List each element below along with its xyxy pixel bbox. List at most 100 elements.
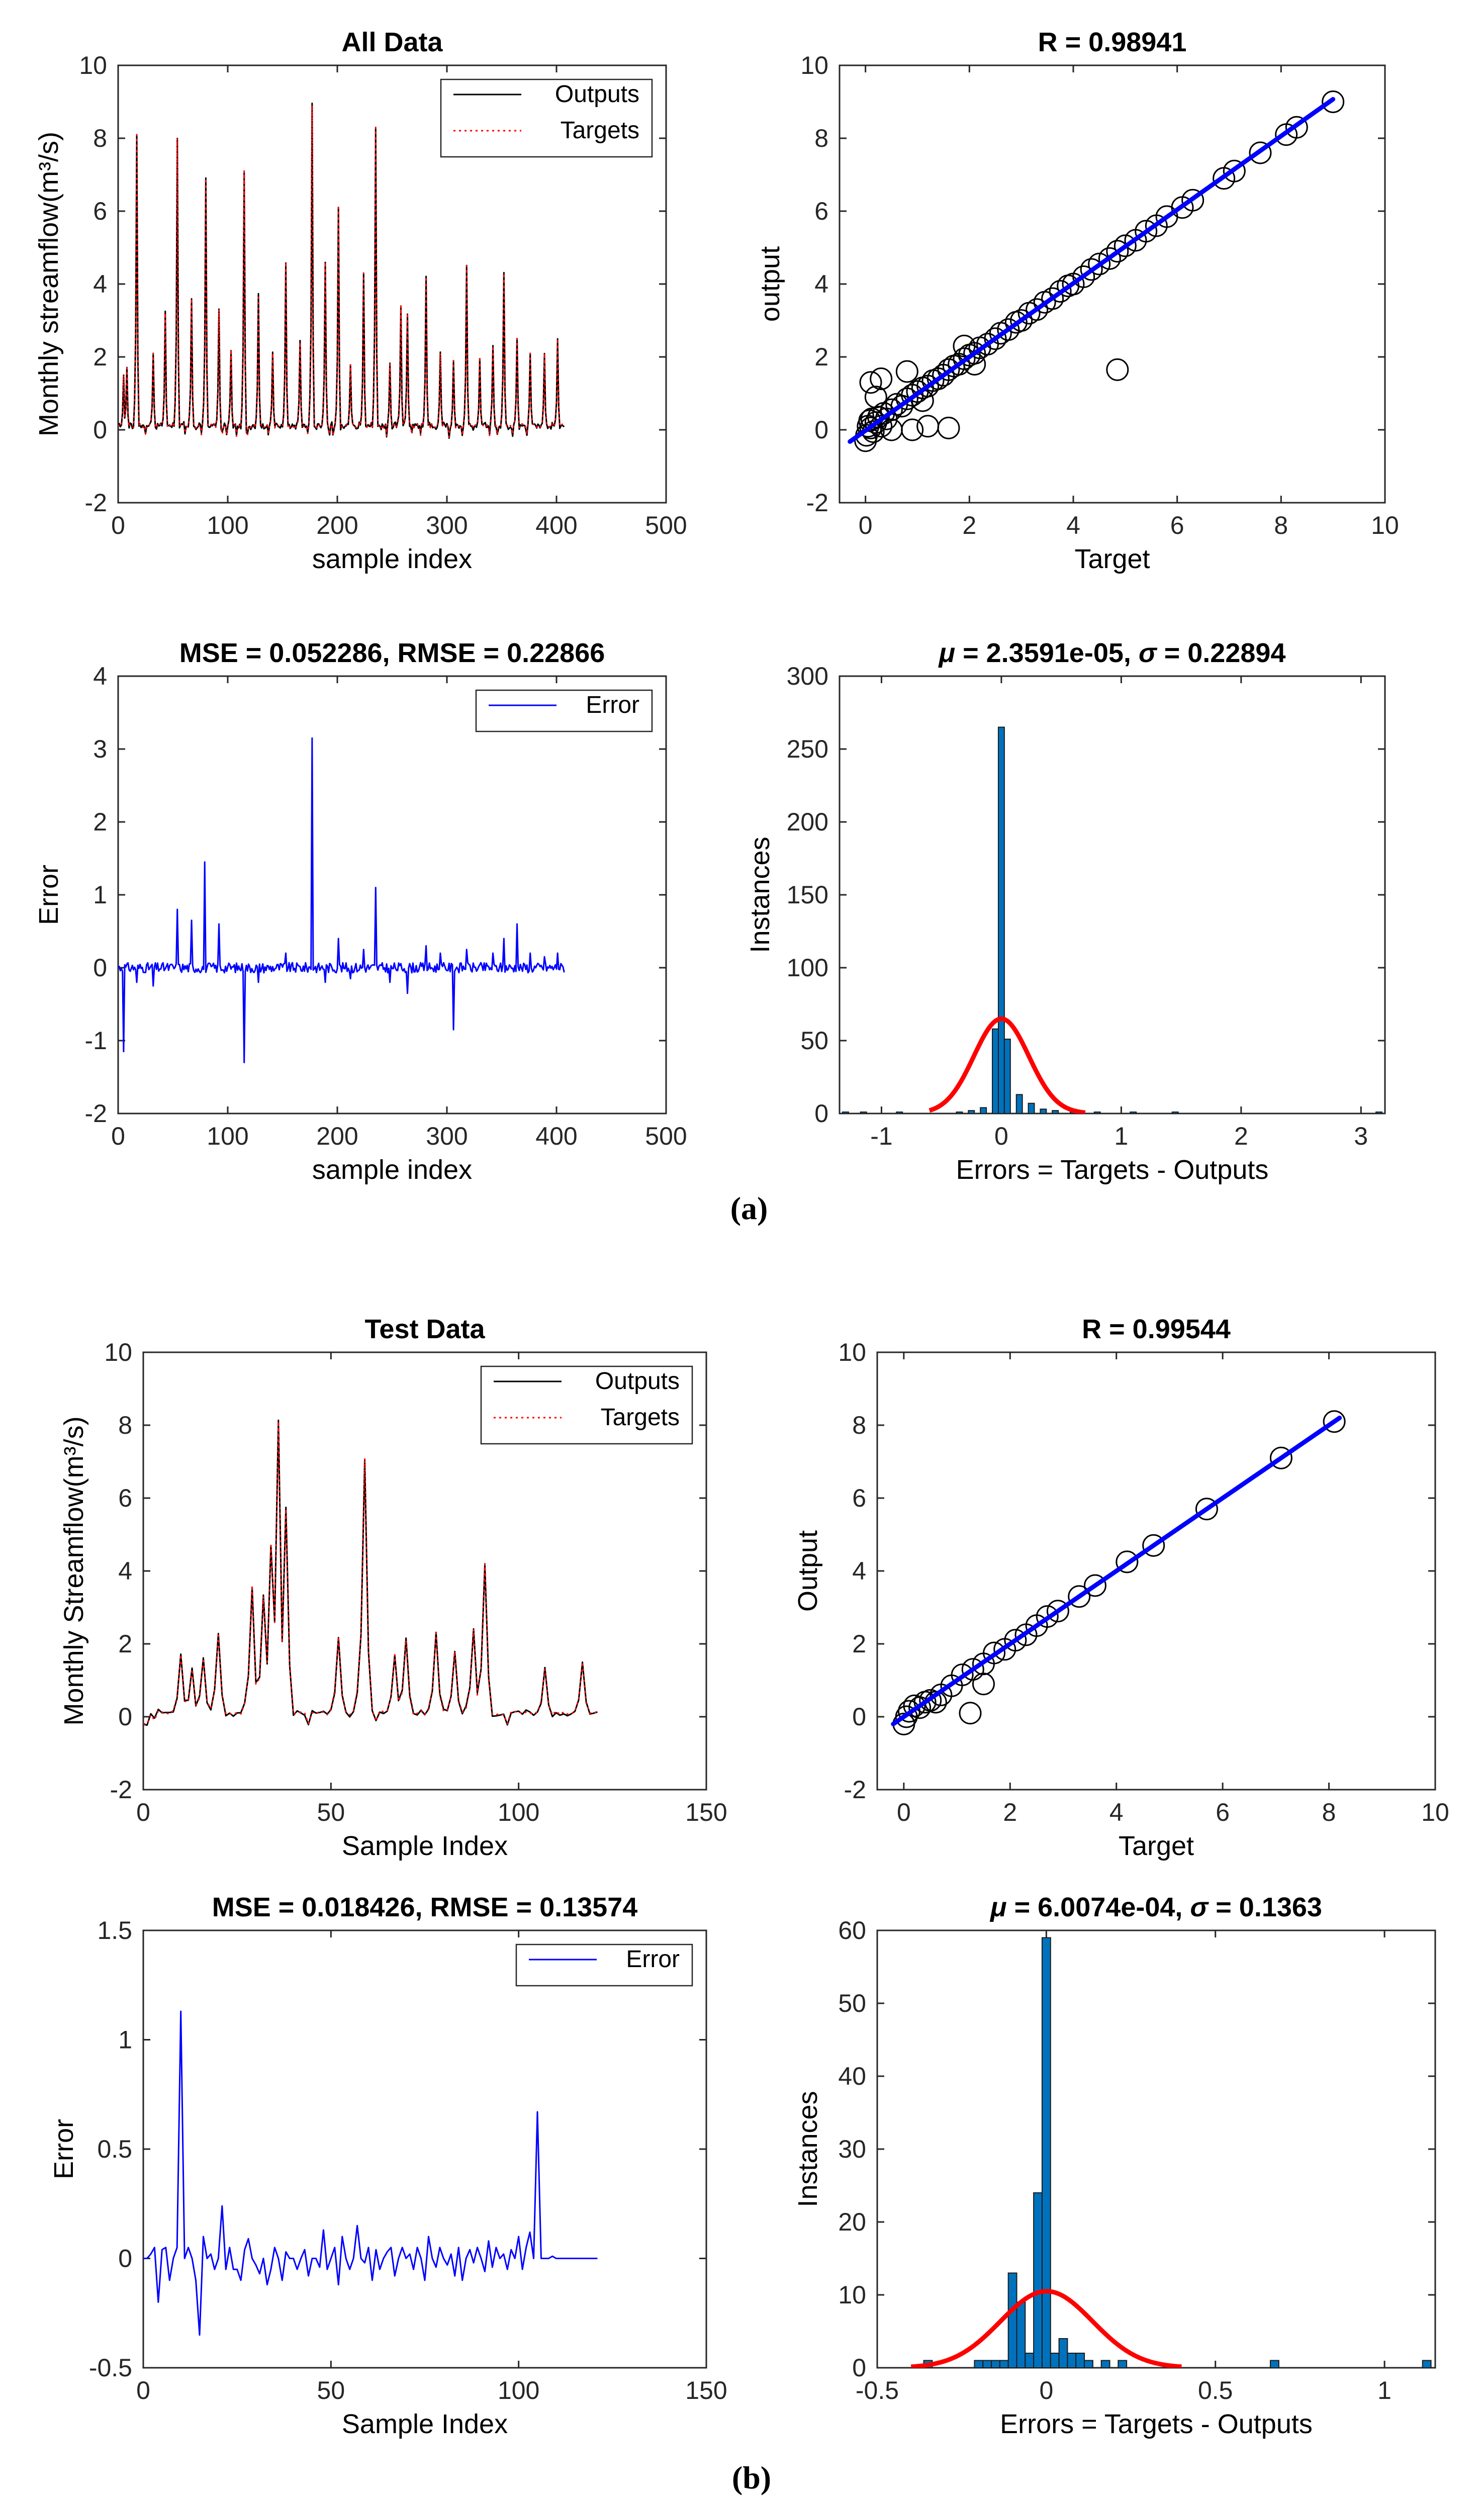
plot-area: [117, 675, 667, 1115]
scatter-point: [937, 358, 960, 381]
histogram-bar: [1130, 1111, 1137, 1114]
legend-box: [475, 689, 653, 732]
y-tick-label: 200: [787, 808, 828, 836]
series-line-targets: [118, 105, 565, 438]
scatter-point: [1269, 1446, 1292, 1469]
y-tick-label: 0: [93, 954, 107, 982]
y-tick-label: -2: [806, 489, 828, 517]
y-tick-label: 50: [800, 1027, 828, 1055]
y-tick-label: 2: [93, 808, 107, 836]
y-axis-label: Instances: [745, 837, 775, 953]
y-tick-label: 10: [838, 1338, 866, 1366]
title-part: σ: [1190, 1892, 1209, 1922]
scatter-point: [895, 360, 918, 383]
x-tick-label: 2: [1234, 1122, 1248, 1150]
x-tick-label: 4: [1066, 511, 1080, 539]
y-tick-label: -0.5: [89, 2354, 132, 2382]
y-tick-label: 0: [852, 2354, 866, 2382]
normal-curve: [928, 1016, 1086, 1114]
x-axis-label: sample index: [312, 544, 472, 574]
y-tick-label: 2: [118, 1630, 132, 1658]
x-axis-label: sample index: [312, 1155, 472, 1185]
histogram-bar: [1270, 2360, 1279, 2368]
chart-title: R = 0.99544: [1082, 1314, 1231, 1344]
y-tick-label: 4: [93, 270, 107, 298]
x-tick-label: -0.5: [856, 2376, 899, 2404]
scatter-point: [1322, 90, 1345, 113]
x-tick-label: 1: [1114, 1122, 1128, 1150]
scatter-point: [916, 415, 940, 438]
scatter-point: [1088, 252, 1111, 275]
x-tick-label: 6: [1170, 511, 1184, 539]
fit-line: [848, 97, 1336, 444]
plot-area: [876, 1929, 1436, 2369]
y-tick-label: 6: [118, 1484, 132, 1512]
y-tick-label: 0: [852, 1703, 866, 1731]
x-axis-label: Errors = Targets - Outputs: [956, 1155, 1269, 1185]
histogram-bar: [974, 2360, 984, 2368]
histogram-bar: [1067, 2353, 1077, 2368]
x-tick-label: 300: [426, 511, 468, 539]
x-tick-label: 2: [1003, 1798, 1017, 1826]
x-tick-label: 0: [111, 511, 125, 539]
y-tick-label: -1: [85, 1027, 107, 1055]
y-tick-label: -2: [85, 1099, 107, 1128]
x-tick-label: 2: [962, 511, 976, 539]
y-tick-label: -2: [844, 1776, 866, 1804]
y-tick-label: 0: [93, 416, 107, 444]
fit-line: [891, 1416, 1342, 1726]
histogram-bar: [999, 2360, 1009, 2368]
scatter-point: [864, 411, 887, 434]
x-axis-label: Target: [1074, 544, 1150, 574]
x-tick-label: 50: [317, 2376, 345, 2404]
y-tick-label: 2: [852, 1630, 866, 1658]
x-tick-label: 0: [994, 1122, 1008, 1150]
histogram-bar: [1375, 1111, 1383, 1114]
scatter-point: [1195, 1498, 1218, 1521]
histogram-bar: [1422, 2360, 1432, 2368]
scatter-point: [1080, 258, 1103, 281]
chart-a2: 0 2 4 6 8 10 -2 0 2 4 6 8 10 R = 0.98941 Target output: [755, 27, 1399, 574]
scatter-point: [1135, 220, 1158, 243]
histogram-bar: [1016, 2301, 1026, 2368]
y-tick-label: -2: [110, 1776, 132, 1804]
subfigure-label-a: (a): [730, 1190, 768, 1226]
x-tick-label: 500: [645, 1122, 687, 1150]
y-tick-label: 6: [852, 1484, 866, 1512]
x-tick-label: 1: [1377, 2376, 1392, 2404]
y-tick-label: 40: [838, 2062, 866, 2090]
legend-box: [480, 1365, 693, 1445]
y-tick-label: 1: [93, 881, 107, 909]
y-axis-label: Instances: [793, 2091, 823, 2207]
x-tick-label: 200: [316, 511, 358, 539]
scatter-point: [1041, 287, 1064, 310]
scatter-point: [870, 367, 893, 390]
histogram-bar: [992, 1028, 999, 1114]
scatter-point: [1285, 116, 1308, 139]
scatter-point: [983, 1641, 1006, 1664]
x-tick-label: 150: [685, 2376, 727, 2404]
scatter-point: [972, 1673, 995, 1696]
scatter-point: [880, 398, 903, 421]
x-tick-label: 8: [1274, 511, 1288, 539]
scatter-point: [984, 327, 1007, 350]
scatter-point: [951, 1663, 974, 1687]
scatter-point: [1114, 234, 1137, 257]
x-tick-label: 6: [1216, 1798, 1230, 1826]
y-tick-label: 150: [787, 881, 828, 909]
histogram-bar: [1075, 2353, 1085, 2368]
histogram-bar: [1033, 2192, 1043, 2368]
title-part: = 2.3591e-05,: [955, 638, 1139, 668]
scatter-point: [1083, 1574, 1106, 1597]
x-tick-label: 0: [859, 511, 873, 539]
y-tick-label: 50: [838, 1989, 866, 2017]
legend-label-error: Error: [586, 692, 639, 718]
x-axis-label: Target: [1119, 1831, 1194, 1861]
x-tick-label: 0: [136, 2376, 150, 2404]
histogram-bar: [842, 1111, 849, 1114]
x-tick-label: 0: [136, 1798, 150, 1826]
y-tick-label: 8: [814, 124, 828, 152]
y-tick-label: 3: [93, 735, 107, 763]
x-axis-label: Errors = Targets - Outputs: [1000, 2409, 1313, 2439]
scatter-point: [1010, 309, 1033, 332]
